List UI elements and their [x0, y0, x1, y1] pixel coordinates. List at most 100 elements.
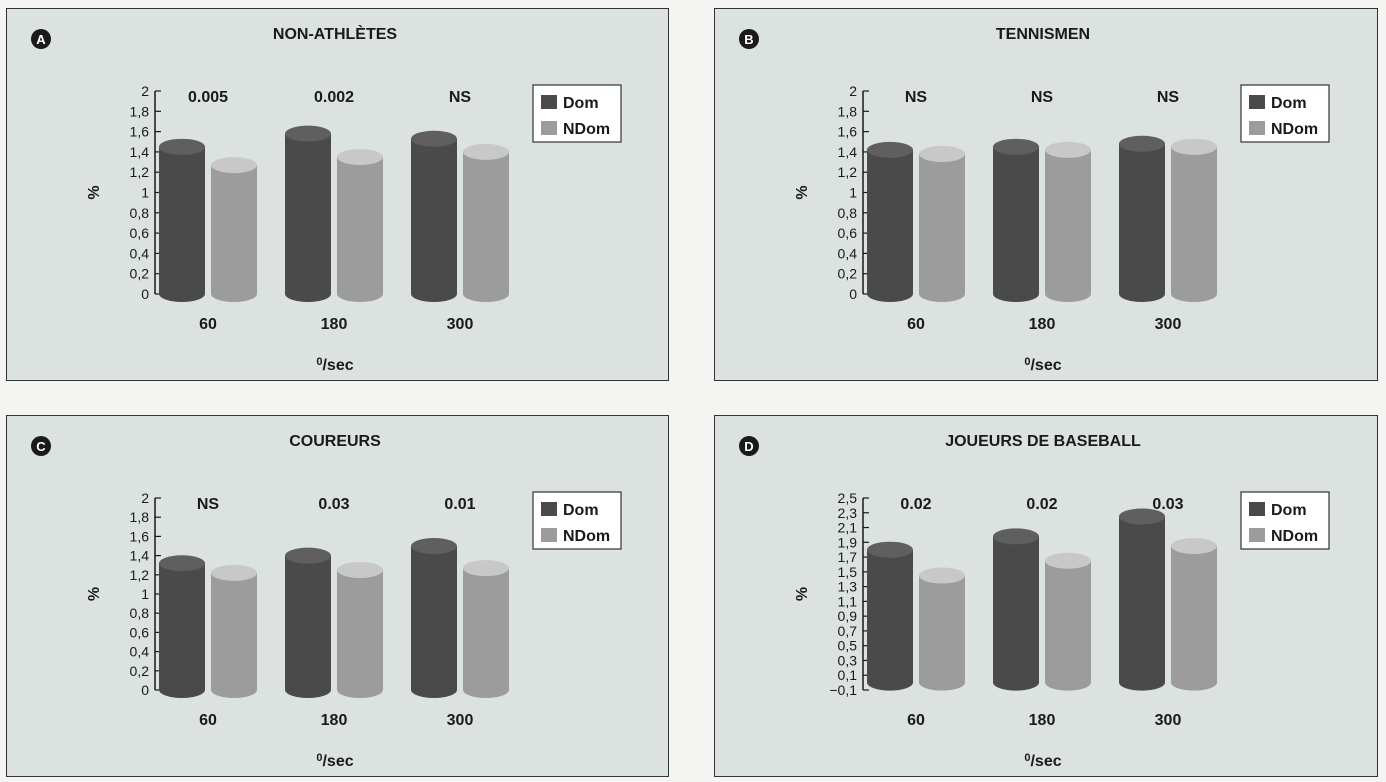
- significance-label: 0.02: [900, 496, 931, 513]
- y-tick-label: 1: [141, 586, 149, 602]
- legend-label-ndom: NDom: [563, 528, 610, 545]
- bar-ndom-180: [337, 570, 383, 690]
- panel-letter: C: [36, 439, 46, 454]
- y-axis-label: %: [794, 185, 811, 199]
- legend-label-dom: Dom: [1271, 95, 1307, 112]
- bar-bottom-cap: [1045, 286, 1091, 302]
- bar-bottom-cap: [337, 286, 383, 302]
- significance-label: NS: [1031, 89, 1054, 106]
- bar-dom-60: [867, 549, 913, 683]
- bar-bottom-cap: [337, 682, 383, 698]
- y-tick-label: 0,8: [130, 205, 150, 221]
- legend-swatch-dom: [541, 95, 557, 109]
- y-tick-label: 1,2: [838, 164, 858, 180]
- chart-svg-d: D JOUEURS DE BASEBALL−0,10,10,30,50,70,91…: [739, 433, 1330, 770]
- legend-label-ndom: NDom: [1271, 121, 1318, 138]
- y-tick-label: 2: [849, 83, 857, 99]
- y-tick-label: 0,2: [130, 266, 150, 282]
- y-tick-label: −0,1: [829, 682, 857, 698]
- bar-top-cap: [211, 157, 257, 174]
- bar-bottom-cap: [463, 286, 509, 302]
- y-axis-label: %: [86, 587, 103, 601]
- bar-bottom-cap: [1119, 674, 1165, 691]
- significance-label: 0.005: [188, 89, 228, 106]
- bar-dom-300: [1119, 143, 1165, 294]
- y-axis-label: %: [794, 587, 811, 601]
- bar-bottom-cap: [867, 674, 913, 691]
- x-axis-label-degree: 0: [1024, 752, 1030, 764]
- significance-label: 0.02: [1026, 496, 1057, 513]
- x-tick-label: 300: [447, 712, 474, 729]
- significance-label: 0.01: [444, 496, 475, 513]
- significance-label: 0.03: [318, 496, 349, 513]
- bar-top-cap: [919, 567, 965, 584]
- chart-panel-c: C COUREURS 0 0,2 0,4 0,6 0,8 1 1,2 1,4 1,6 1,8 2% NS 6…: [6, 415, 669, 777]
- bar-bottom-cap: [1171, 674, 1217, 691]
- bar-top-cap: [337, 562, 383, 578]
- y-tick-label: 0,4: [130, 245, 150, 261]
- y-tick-label: 0,6: [130, 225, 150, 241]
- x-tick-label: 180: [321, 712, 348, 729]
- chart-panel-b: B TENNISMEN 0 0,2 0,4 0,6 0,8 1 1,2 1,4 1,6 1,8 2% NS…: [714, 8, 1378, 381]
- bar-bottom-cap: [1119, 286, 1165, 302]
- bar-top-cap: [411, 130, 457, 147]
- bar-top-cap: [1171, 538, 1217, 554]
- y-axis-label: %: [86, 185, 103, 199]
- chart-panel-d: D JOUEURS DE BASEBALL −0,1 0,1 0,3 0,5 0,7 0,9 1…: [714, 415, 1378, 777]
- y-tick-label: 1,2: [130, 164, 150, 180]
- y-tick-label: 1,8: [130, 103, 150, 119]
- bar-bottom-cap: [211, 286, 257, 302]
- bar-top-cap: [411, 538, 457, 554]
- y-tick-label: 1,4: [130, 144, 150, 160]
- y-tick-label: 1,7: [838, 549, 858, 565]
- y-tick-label: 2,5: [838, 490, 858, 506]
- x-tick-label: 60: [907, 316, 925, 333]
- chart-panel-a: A NON-ATHLÈTES 0 0,2 0,4 0,6 0,8 1 1,2 1,4 1,6 1,8 2…: [6, 8, 669, 381]
- bar-ndom-300: [463, 568, 509, 690]
- x-axis-label-unit: /sec: [1030, 753, 1061, 770]
- y-tick-label: 1,2: [130, 567, 150, 583]
- bar-ndom-60: [919, 575, 965, 683]
- bar-top-cap: [159, 138, 205, 155]
- x-tick-label: 300: [447, 316, 474, 333]
- y-tick-label: 1,8: [130, 509, 150, 525]
- y-tick-label: 1,3: [838, 579, 858, 595]
- bar-bottom-cap: [993, 674, 1039, 691]
- y-tick-label: 1,5: [838, 564, 858, 580]
- panel-letter: B: [744, 32, 753, 47]
- x-axis-label-degree: 0: [1024, 356, 1030, 368]
- y-tick-label: 1,4: [130, 548, 150, 564]
- y-tick-label: 0,5: [838, 638, 858, 654]
- significance-label: NS: [905, 89, 928, 106]
- y-tick-label: 0,6: [130, 624, 150, 640]
- x-axis-label-unit: /sec: [322, 357, 353, 374]
- panel-letter: D: [744, 439, 753, 454]
- bar-top-cap: [919, 145, 965, 162]
- legend-swatch-ndom: [541, 121, 557, 135]
- y-tick-label: 0,2: [130, 663, 150, 679]
- bar-ndom-300: [1171, 546, 1217, 683]
- bar-top-cap: [1119, 135, 1165, 152]
- bar-top-cap: [1171, 138, 1217, 155]
- y-tick-label: 0,6: [838, 225, 858, 241]
- y-tick-label: 0,4: [130, 644, 150, 660]
- legend-swatch-dom: [541, 502, 557, 516]
- bar-dom-180: [285, 133, 331, 294]
- y-tick-label: 2,1: [838, 520, 858, 536]
- bar-dom-300: [411, 546, 457, 690]
- y-tick-label: 0: [141, 682, 149, 698]
- y-tick-label: 2: [141, 83, 149, 99]
- x-axis-label-unit: /sec: [322, 753, 353, 770]
- chart-svg-b: B TENNISMEN 0 0,2 0,4 0,6 0,8 1 1,2 1,4 1,6 1,8 2% NS…: [739, 26, 1330, 374]
- bar-top-cap: [1119, 508, 1165, 525]
- bar-bottom-cap: [159, 286, 205, 302]
- legend-label-ndom: NDom: [563, 121, 610, 138]
- y-tick-label: 1,6: [838, 124, 858, 140]
- significance-label: NS: [197, 496, 220, 513]
- bar-dom-180: [993, 146, 1039, 294]
- bar-bottom-cap: [867, 286, 913, 302]
- legend-label-dom: Dom: [563, 502, 599, 519]
- x-axis-label: 0/sec: [1024, 356, 1061, 374]
- y-tick-label: 1,6: [130, 124, 150, 140]
- bar-top-cap: [867, 541, 913, 558]
